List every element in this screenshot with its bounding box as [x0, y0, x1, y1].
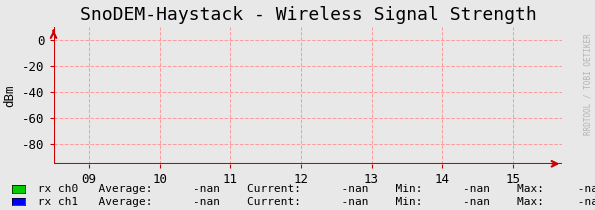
Text: rx ch1   Average:      -nan    Current:      -nan    Min:      -nan    Max:     : rx ch1 Average: -nan Current: -nan Min: … [31, 197, 595, 207]
Text: RRDTOOL / TOBI OETIKER: RRDTOOL / TOBI OETIKER [583, 33, 592, 135]
Y-axis label: dBm: dBm [4, 84, 17, 107]
Text: rx ch0   Average:      -nan    Current:      -nan    Min:      -nan    Max:     : rx ch0 Average: -nan Current: -nan Min: … [31, 184, 595, 194]
Title: SnoDEM-Haystack - Wireless Signal Strength: SnoDEM-Haystack - Wireless Signal Streng… [80, 6, 536, 24]
